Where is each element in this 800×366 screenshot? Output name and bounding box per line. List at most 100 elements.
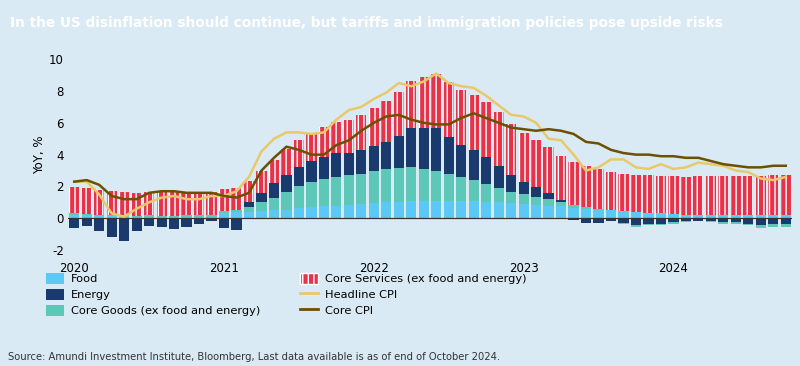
Bar — [331, 153, 342, 177]
Bar — [144, 191, 154, 216]
Bar — [231, 187, 242, 209]
Bar — [169, 192, 179, 216]
Bar — [618, 174, 629, 211]
Bar — [444, 82, 454, 137]
Bar — [119, 193, 130, 216]
Bar — [406, 167, 416, 201]
Bar — [444, 82, 454, 137]
Bar — [668, 176, 678, 214]
Bar — [518, 182, 529, 194]
Bar — [369, 108, 379, 146]
Bar — [743, 224, 754, 225]
Bar — [344, 120, 354, 153]
Bar — [219, 188, 229, 211]
Bar — [569, 218, 578, 220]
Bar — [394, 92, 404, 137]
Bar — [668, 176, 678, 214]
Bar — [418, 78, 429, 128]
Bar — [282, 149, 291, 175]
Bar — [131, 217, 142, 218]
Bar — [543, 199, 554, 206]
Bar — [456, 177, 466, 201]
Bar — [418, 128, 429, 169]
Bar — [282, 175, 291, 192]
Bar — [182, 216, 192, 217]
Bar — [730, 176, 741, 215]
Bar — [594, 209, 604, 218]
Bar — [581, 166, 591, 207]
Bar — [94, 218, 104, 231]
Bar — [606, 210, 616, 218]
Bar — [356, 204, 366, 218]
Bar — [294, 167, 304, 186]
Bar — [631, 175, 641, 212]
Bar — [144, 218, 154, 226]
Bar — [119, 193, 130, 216]
Bar — [269, 160, 279, 183]
Bar — [131, 193, 142, 216]
Bar — [219, 211, 229, 213]
Bar — [606, 218, 616, 221]
Bar — [294, 140, 304, 167]
Bar — [157, 216, 166, 217]
Bar — [643, 175, 654, 213]
Bar — [506, 124, 516, 175]
Bar — [531, 140, 542, 187]
Bar — [581, 218, 591, 223]
Bar — [431, 74, 442, 128]
Bar — [518, 133, 529, 182]
Bar — [231, 218, 242, 230]
Bar — [157, 217, 166, 218]
Bar — [356, 115, 366, 150]
Bar — [556, 206, 566, 218]
Bar — [643, 175, 654, 213]
Bar — [69, 187, 79, 213]
Bar — [718, 218, 729, 222]
Bar — [481, 184, 491, 202]
Bar — [743, 218, 754, 224]
Bar — [594, 169, 604, 209]
Bar — [494, 166, 504, 188]
Bar — [256, 211, 266, 218]
Bar — [169, 218, 179, 229]
Bar — [144, 191, 154, 216]
Bar — [106, 191, 117, 215]
Bar — [381, 142, 391, 169]
Bar — [506, 175, 516, 192]
Bar — [631, 218, 641, 225]
Bar — [694, 218, 703, 221]
Bar — [456, 90, 466, 145]
Bar — [694, 176, 703, 215]
Bar — [594, 169, 604, 209]
Bar — [269, 160, 279, 183]
Bar — [506, 124, 516, 175]
Bar — [456, 90, 466, 145]
Bar — [768, 175, 778, 215]
Bar — [469, 201, 479, 218]
Bar — [444, 174, 454, 201]
Bar — [668, 214, 678, 218]
Bar — [318, 157, 329, 179]
Bar — [743, 176, 754, 216]
Bar — [618, 218, 629, 223]
Bar — [481, 102, 491, 157]
Bar — [69, 213, 79, 215]
Bar — [182, 191, 192, 216]
Bar — [394, 137, 404, 168]
Bar — [706, 221, 716, 222]
Text: Source: Amundi Investment Institute, Bloomberg, Last data available is as of end: Source: Amundi Investment Institute, Blo… — [8, 352, 500, 362]
Bar — [718, 176, 729, 216]
Bar — [643, 213, 654, 218]
Bar — [69, 187, 79, 213]
Bar — [344, 153, 354, 175]
Bar — [106, 218, 117, 238]
Bar — [494, 188, 504, 202]
Bar — [694, 176, 703, 215]
Bar — [256, 193, 266, 202]
Bar — [706, 218, 716, 221]
Bar — [231, 187, 242, 209]
Bar — [169, 192, 179, 216]
Bar — [82, 218, 92, 226]
Bar — [743, 176, 754, 216]
Bar — [406, 81, 416, 128]
